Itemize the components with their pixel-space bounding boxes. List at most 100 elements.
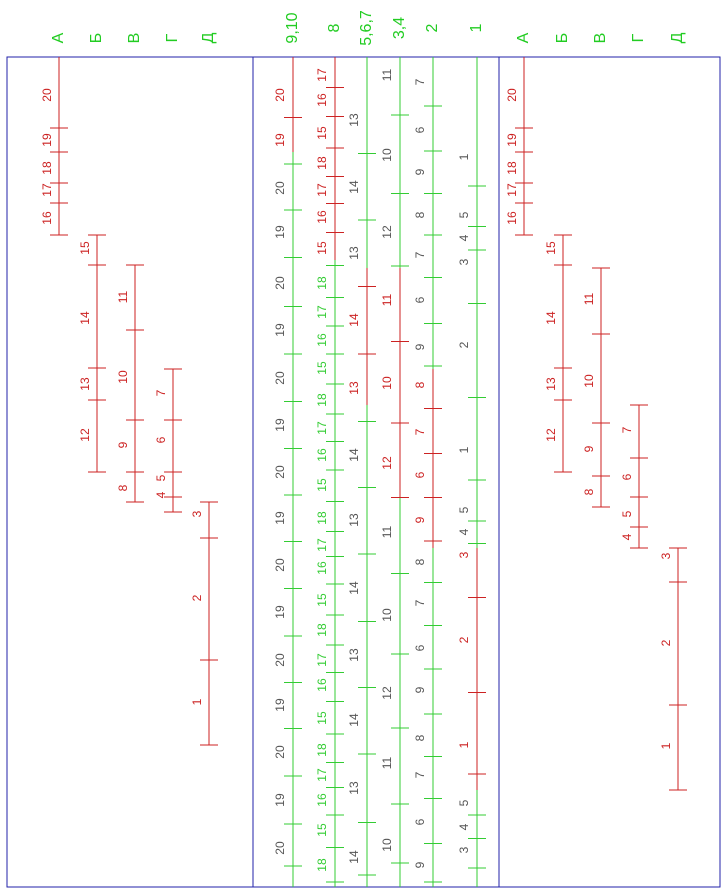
scale-label: 8 — [413, 381, 427, 388]
column-header: 2 — [424, 23, 441, 32]
scale-label: 2 — [190, 594, 204, 601]
scale-label: 13 — [78, 377, 92, 391]
scale-label: 17 — [505, 183, 519, 197]
scale-label: 2 — [457, 636, 471, 643]
column-header: 9,10 — [284, 12, 301, 43]
scale-label: 8 — [116, 484, 130, 491]
scale-label: 3 — [457, 258, 471, 265]
scale-label: 11 — [380, 293, 394, 306]
scale-label: 13 — [347, 381, 361, 395]
scale-label: 15 — [78, 241, 92, 255]
scale-label: 16 — [505, 211, 519, 225]
scale-label: 13 — [347, 513, 361, 527]
scale-label: 7 — [413, 771, 427, 778]
column-header: Д — [669, 32, 686, 43]
scale-label: 10 — [380, 376, 394, 390]
scale-label: 17 — [315, 421, 329, 435]
scale-label: 5 — [154, 474, 168, 481]
scale-label: 15 — [544, 241, 558, 255]
scale-label: 14 — [347, 313, 361, 327]
scale-label: 19 — [273, 605, 287, 619]
scale-label: 3 — [190, 510, 204, 517]
scale-label: 16 — [40, 211, 54, 225]
scale-label: 20 — [505, 88, 519, 102]
scale-label: 16 — [315, 561, 329, 575]
scale-label: 14 — [347, 850, 361, 864]
scale-label: 13 — [347, 781, 361, 795]
scale-label: 9 — [413, 861, 427, 868]
scale-label: 9 — [582, 445, 596, 452]
scale-label: 11 — [380, 756, 394, 769]
scale-label: 7 — [154, 389, 168, 396]
scale-label: 18 — [315, 623, 329, 637]
scale-label: 19 — [273, 323, 287, 337]
scale-label: 12 — [380, 225, 394, 239]
scale-label: 15 — [315, 593, 329, 607]
scale-label: 1 — [457, 741, 471, 748]
scale-label: 9 — [413, 686, 427, 693]
scale-label: 16 — [315, 93, 329, 107]
scale-label: 19 — [273, 511, 287, 525]
scale-label: 11 — [380, 525, 394, 538]
scale-label: 15 — [315, 478, 329, 492]
scale-label: 7 — [413, 78, 427, 85]
column-header: А — [50, 32, 67, 43]
scale-label: 9 — [413, 343, 427, 350]
scale-label: 11 — [582, 292, 596, 305]
scale-label: 11 — [380, 68, 394, 81]
scale-label: 13 — [347, 113, 361, 127]
scale-label: 17 — [315, 305, 329, 319]
scale-label: 7 — [413, 599, 427, 606]
scale-label: 12 — [544, 428, 558, 442]
scale-label: 19 — [505, 133, 519, 147]
scale-label: 18 — [315, 276, 329, 290]
scale-label: 19 — [273, 133, 287, 147]
scale-label: 14 — [347, 180, 361, 194]
scale-label: 2 — [659, 639, 673, 646]
scale-label: 6 — [154, 436, 168, 443]
scale-label: 20 — [40, 88, 54, 102]
column-header: В — [126, 33, 143, 44]
scale-label: 5 — [457, 211, 471, 218]
column-header: Б — [88, 33, 105, 44]
scale-label: 4 — [457, 528, 471, 535]
scale-label: 20 — [273, 745, 287, 759]
scale-label: 18 — [505, 161, 519, 175]
scale-label: 18 — [315, 393, 329, 407]
scale-label: 17 — [315, 768, 329, 782]
scale-label: 20 — [273, 181, 287, 195]
scale-label: 10 — [380, 838, 394, 852]
scale-label: 8 — [582, 488, 596, 495]
scale-label: 5 — [457, 506, 471, 513]
column-header: 3,4 — [391, 17, 408, 39]
column-header: 8 — [326, 23, 343, 32]
column-header: Г — [164, 33, 181, 42]
scale-label: 6 — [413, 644, 427, 651]
scale-label: 16 — [315, 333, 329, 347]
scale-label: 20 — [273, 371, 287, 385]
column-header: 1 — [468, 23, 485, 32]
scale-label: 13 — [347, 246, 361, 260]
scale-label: 13 — [347, 648, 361, 662]
column-header: А — [515, 32, 532, 43]
scale-label: 2 — [457, 341, 471, 348]
scale-label: 10 — [582, 374, 596, 388]
scale-label: 20 — [273, 276, 287, 290]
middle-panel-frame — [252, 56, 500, 888]
scale-label: 6 — [413, 471, 427, 478]
scale-label: 7 — [413, 251, 427, 258]
scale-label: 12 — [380, 686, 394, 700]
scale-label: 15 — [315, 126, 329, 140]
scale-label: 10 — [380, 148, 394, 162]
scale-label: 16 — [315, 793, 329, 807]
scale-label: 19 — [273, 418, 287, 432]
scale-label: 6 — [413, 818, 427, 825]
scale-label: 7 — [413, 428, 427, 435]
scale-label: 10 — [380, 608, 394, 622]
scale-label: 20 — [273, 558, 287, 572]
scale-label: 9 — [413, 516, 427, 523]
scale-label: 8 — [413, 734, 427, 741]
scale-label: 1 — [190, 698, 204, 705]
scale-label: 18 — [315, 858, 329, 872]
